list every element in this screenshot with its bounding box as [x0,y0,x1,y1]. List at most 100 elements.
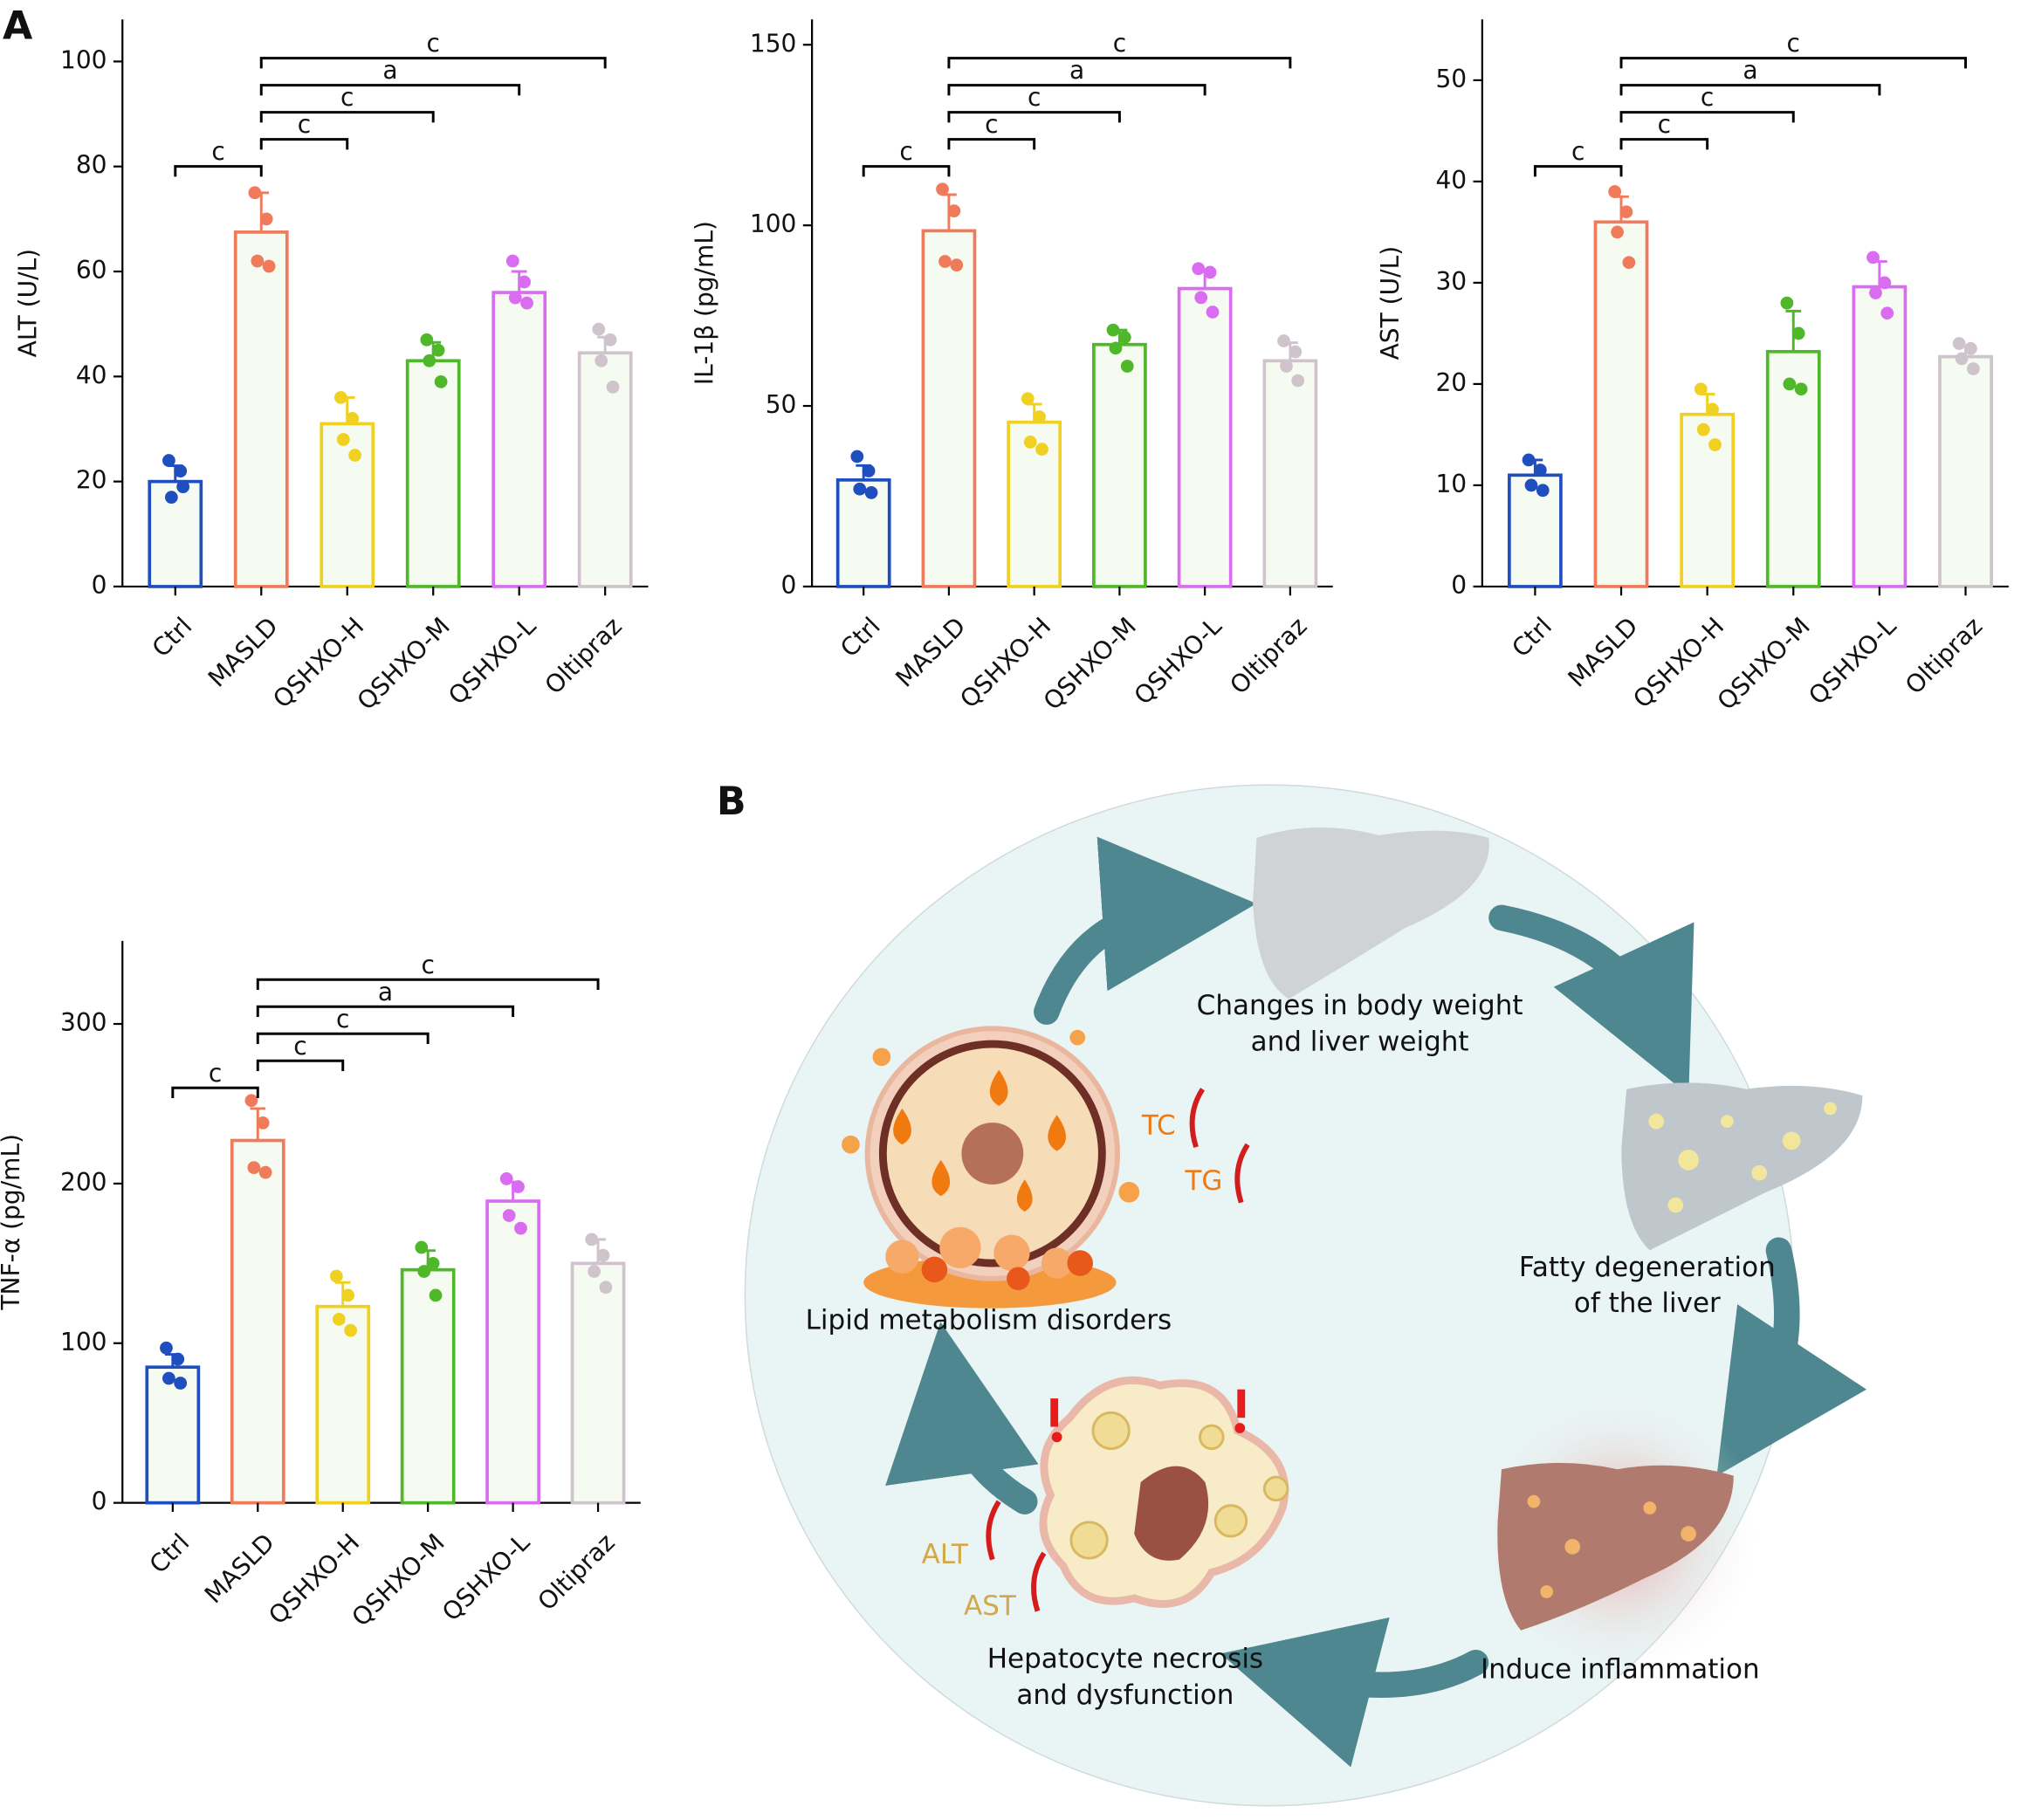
data-point [176,480,190,494]
significance-label: c [1701,83,1714,112]
node-label: Changes in body weight [1197,990,1523,1021]
y-tick-label: 100 [60,1328,107,1356]
data-point [596,1248,610,1262]
significance-bracket [1619,84,1881,96]
y-axis-label: AST (U/L) [1376,246,1405,361]
data-point [1964,341,1977,355]
bar [1680,412,1736,588]
x-tick-label: Ctrl [144,1528,196,1579]
data-point [518,275,531,289]
y-tick-label: 150 [750,29,797,58]
y-axis-label: TNF-α (pg/mL) [0,1134,25,1311]
y-tick-label: 0 [92,1487,107,1516]
node-label: Hepatocyte necrosis [987,1644,1263,1675]
data-point [329,1269,343,1283]
x-tick-label: MASLD [203,612,284,693]
significance-label: c [985,110,998,139]
data-point [1035,443,1048,457]
y-tick-label: 200 [60,1168,107,1197]
significance-bracket [259,84,521,96]
data-point [520,296,533,310]
lipid-cell [842,1026,1140,1308]
y-tick-label: 0 [92,571,107,600]
bar [492,291,547,588]
data-point [1194,291,1208,305]
x-tick-label: MASLD [890,612,972,693]
data-point [936,182,949,196]
data-point [423,354,437,367]
data-point [1192,262,1206,276]
data-point [1783,377,1797,391]
data-point [1791,326,1805,340]
data-point [256,1116,270,1130]
data-point [1023,436,1037,449]
data-point [336,433,350,446]
data-point [1622,256,1636,270]
x-tick-label: Oltipraz [1224,612,1312,700]
bar [1508,473,1563,588]
data-point [420,333,434,347]
x-tick-label: Ctrl [1506,612,1557,663]
bar [320,422,375,588]
node-label: of the liver [1574,1288,1721,1319]
x-tick-label: QSHXO-L [437,1528,535,1626]
data-point [1869,286,1882,299]
significance-label: c [1787,29,1800,58]
bar [400,1267,456,1505]
data-point [1619,205,1633,219]
data-point [862,464,876,477]
y-tick-label: 40 [76,361,107,389]
data-point [1608,185,1622,198]
data-point [248,186,262,200]
data-point [508,291,522,305]
data-point [1277,334,1290,347]
inflammation-spots [1527,1494,1696,1598]
data-point [585,1233,599,1247]
data-point [1780,296,1794,310]
data-point [1536,484,1550,498]
bar [1262,359,1318,588]
x-tick-label: MASLD [199,1528,280,1609]
x-tick-label: Oltipraz [533,1528,621,1616]
data-point [499,1172,513,1185]
bar [1177,286,1233,588]
y-axis-label: ALT (U/L) [13,249,42,358]
bar [485,1199,540,1505]
x-tick-label: QSHXO-L [1803,611,1901,710]
bar [921,229,977,588]
significance-bracket [174,165,263,177]
data-point [1289,345,1303,359]
x-tick-label: QSHXO-L [1129,611,1227,710]
data-point [162,454,175,467]
x-tick-label: Ctrl [147,612,198,663]
data-point [1203,265,1217,279]
data-point [333,391,347,404]
significance-bracket [256,1005,515,1018]
data-point [1611,225,1624,239]
bar [315,1304,371,1505]
marker-label: TG [1184,1165,1222,1197]
data-point [1522,453,1536,467]
data-point [162,1371,175,1385]
data-point [502,1209,516,1222]
data-point [431,343,445,357]
necrotic-cell [1039,1376,1289,1608]
data-point [332,1312,346,1326]
data-point [1106,323,1120,337]
bar [233,230,289,588]
data-point [1694,382,1708,396]
significance-label: a [1069,56,1084,85]
data-point [1955,352,1969,366]
bar [1092,342,1147,588]
marker-label: ALT [922,1539,969,1570]
bar [577,351,633,588]
data-point [1966,362,1980,375]
significance-label: c [211,137,224,166]
data-point [1880,306,1894,320]
data-point [599,1281,613,1295]
data-point [938,255,952,268]
data-point [1878,276,1892,290]
y-tick-label: 0 [1451,571,1467,600]
significance-bracket [1533,165,1623,177]
